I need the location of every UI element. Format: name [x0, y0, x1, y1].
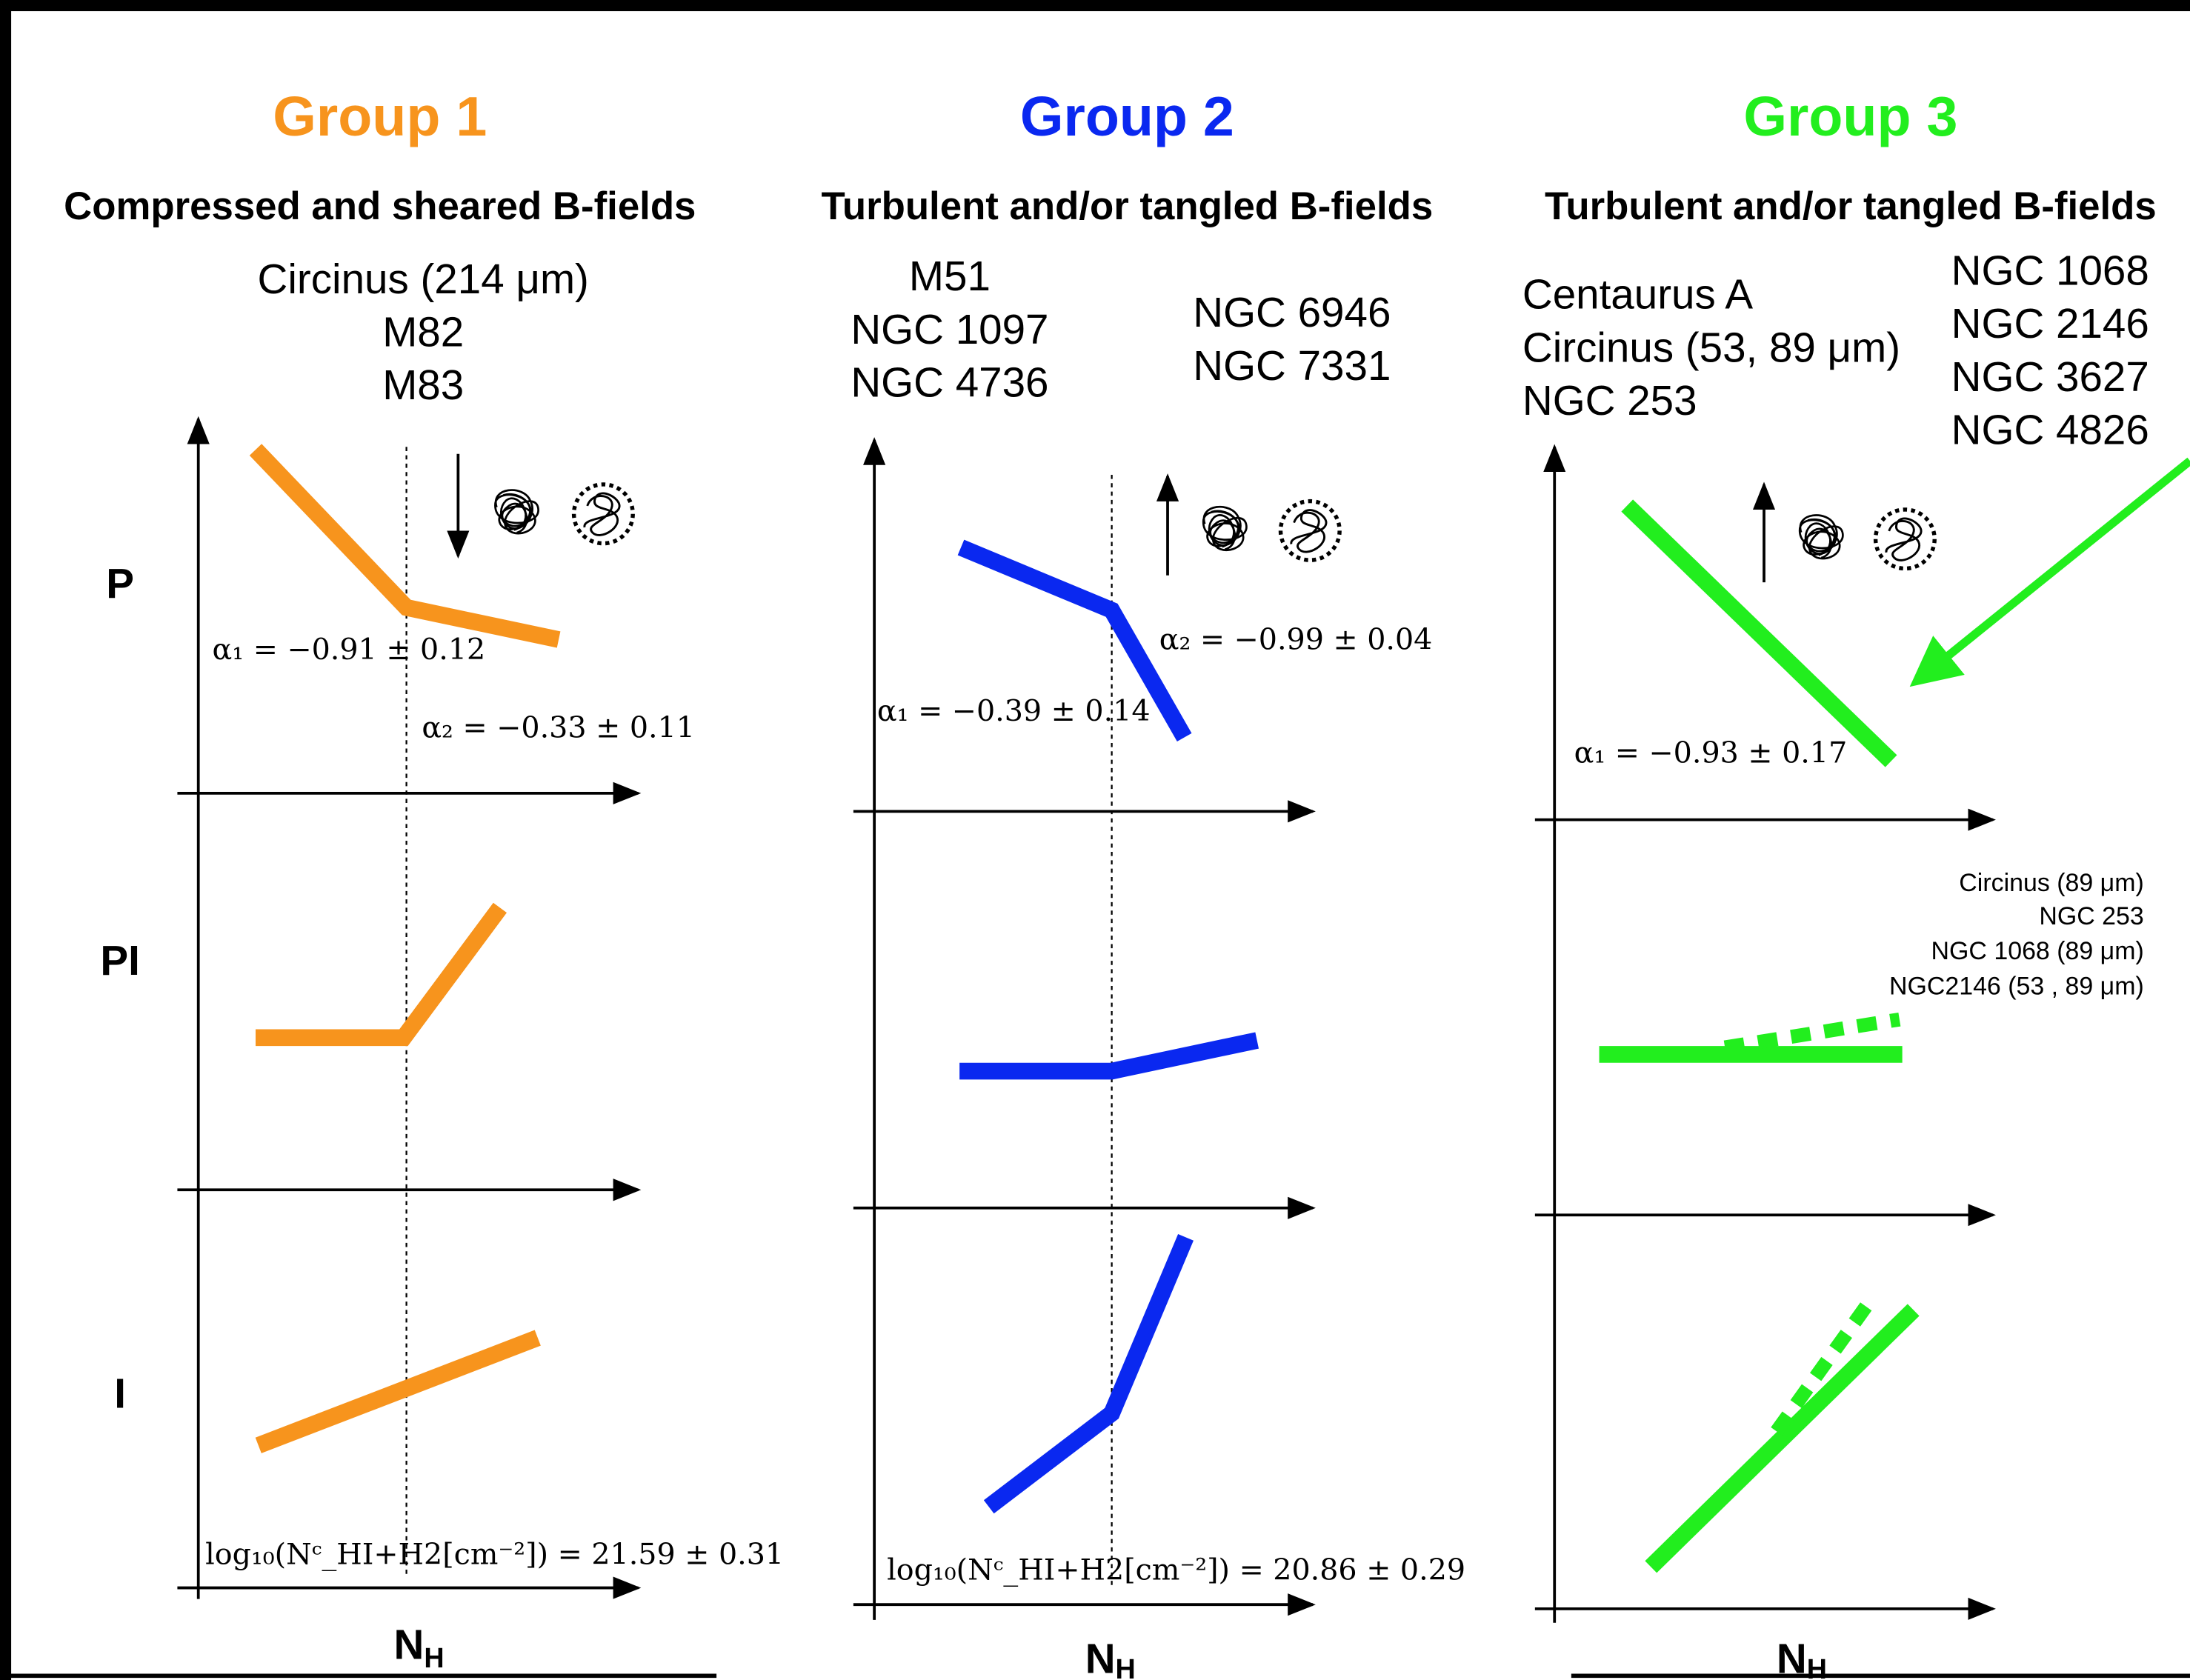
source: NGC 2146 — [1951, 300, 2149, 347]
row-label: I — [114, 1370, 126, 1416]
source: M51 — [909, 253, 991, 299]
trend-line — [983, 1233, 1194, 1514]
axis-label-sub: H — [424, 1642, 444, 1673]
source: NGC 1097 — [851, 306, 1048, 353]
tangle-icon — [1202, 505, 1248, 552]
source: NGC 6946 — [1193, 289, 1391, 336]
tangle-icon — [1876, 510, 1935, 569]
note-line: NGC2146 (53 , 89 μm) — [1889, 972, 2144, 1000]
annotation: log₁₀(Nᶜ_HI+H2[cm⁻²]) = 20.86 ± 0.29 — [887, 1553, 1465, 1587]
tangle-icon — [494, 489, 539, 535]
annotation: α₁ = −0.91 ± 0.12 — [213, 633, 486, 667]
axis-label: NH — [1085, 1636, 1136, 1680]
row-label: P — [106, 560, 134, 607]
trend-line — [249, 444, 561, 648]
note-line: Circinus (89 μm) — [1959, 869, 2143, 897]
trend-line — [1621, 499, 1897, 767]
tangle-icon — [574, 484, 633, 544]
pi-note: Circinus (89 μm) NGC 253 NGC 1068 (89 μm… — [1889, 869, 2144, 1001]
source: NGC 253 — [1522, 377, 1697, 424]
annotation: α₁ = −0.39 ± 0.14 — [877, 694, 1151, 728]
axis-label: NH — [394, 1621, 445, 1673]
axes — [1534, 444, 1996, 1623]
axis-label-main: N — [1777, 1636, 1807, 1680]
trend-line — [1645, 1304, 1920, 1573]
axis-label-sub: H — [1807, 1653, 1827, 1680]
annotation: log₁₀(Nᶜ_HI+H2[cm⁻²]) = 21.59 ± 0.31 — [205, 1538, 784, 1572]
source: Centaurus A — [1522, 271, 1753, 318]
group-subtitle: Turbulent and/or tangled B-fields — [822, 184, 1434, 228]
source: M82 — [382, 309, 464, 356]
group-title: Group 3 — [1743, 85, 1957, 147]
trend-line — [959, 1032, 1259, 1080]
annotation: α₂ = −0.33 ± 0.11 — [422, 710, 695, 744]
trend-line — [255, 902, 507, 1047]
tangle-icon — [1281, 501, 1340, 561]
trend-line — [957, 539, 1192, 742]
annotation: α₁ = −0.93 ± 0.17 — [1574, 736, 1848, 770]
axis-label: NH — [1777, 1636, 1827, 1680]
group-title: Group 2 — [1020, 85, 1234, 147]
source: NGC 4736 — [851, 359, 1048, 405]
annotation: α₂ = −0.99 ± 0.04 — [1159, 623, 1433, 657]
source: NGC 3627 — [1951, 353, 2149, 400]
axes — [177, 416, 642, 1599]
group-title: Group 1 — [273, 85, 487, 147]
note-line: NGC 1068 (89 μm) — [1931, 937, 2144, 965]
source: M83 — [382, 361, 464, 408]
source: NGC 4826 — [1951, 407, 2149, 453]
axis-label-main: N — [1085, 1636, 1116, 1680]
trend-line — [255, 1330, 541, 1453]
trend-line-dotted — [1723, 1012, 1901, 1055]
source: Circinus (53, 89 μm) — [1522, 324, 1900, 370]
note-line: NGC 253 — [2039, 902, 2143, 930]
tangle-icon — [1798, 514, 1844, 560]
source: Circinus (214 μm) — [258, 256, 589, 302]
arrow — [1909, 457, 2190, 687]
source: NGC 7331 — [1193, 342, 1391, 389]
row-label: PI — [100, 937, 139, 984]
group-subtitle: Compressed and sheared B-fields — [64, 184, 696, 228]
trend-line-dotted — [1771, 1294, 1877, 1436]
frame-top — [0, 0, 2190, 12]
axis-label-main: N — [394, 1621, 425, 1668]
source: NGC 1068 — [1951, 247, 2149, 294]
frame-left — [0, 0, 12, 1680]
axis-label-sub: H — [1116, 1653, 1136, 1680]
group-subtitle: Turbulent and/or tangled B-fields — [1545, 184, 2157, 228]
